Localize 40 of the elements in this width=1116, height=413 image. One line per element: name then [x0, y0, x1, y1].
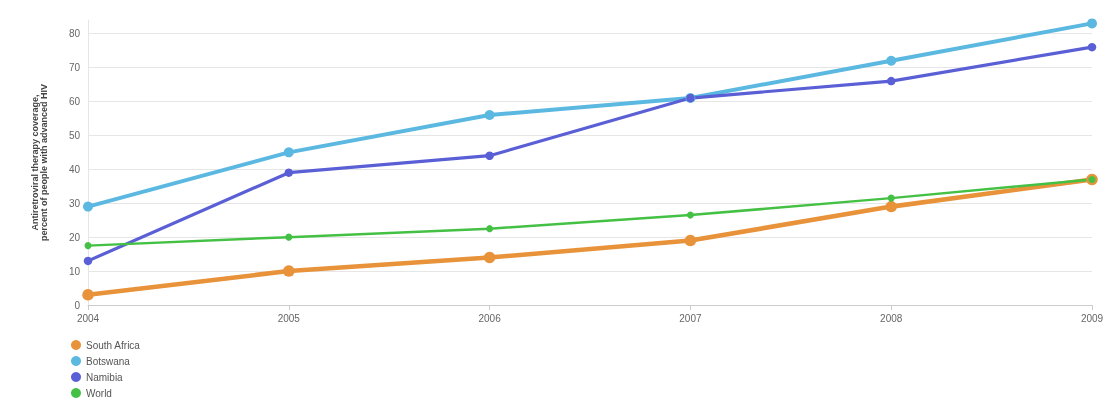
point: [284, 168, 294, 177]
y-tick-label: 70: [68, 62, 81, 73]
point: [283, 147, 294, 158]
point: [283, 265, 295, 277]
x-tick-label: 2009: [1080, 312, 1104, 324]
point: [83, 201, 93, 212]
y-tick-label: 10: [68, 265, 81, 277]
point: [1087, 18, 1097, 29]
x-tick-label: 2006: [478, 312, 502, 324]
point: [486, 225, 494, 233]
y-tick-label: 20: [68, 231, 81, 243]
point: [484, 110, 495, 120]
legend-label: Namibia: [86, 371, 124, 383]
x-tick-label: 2008: [880, 312, 903, 324]
point: [886, 55, 897, 66]
y-tick-label: 40: [68, 163, 81, 175]
x-tick-label: 2004: [76, 312, 100, 324]
point: [285, 233, 293, 241]
y-tick-label: 60: [68, 95, 81, 107]
legend-label: South Africa: [86, 339, 141, 351]
legend-label: World: [86, 387, 112, 399]
x-tick-label: 2005: [277, 312, 301, 324]
point: [887, 194, 895, 202]
x-tick-label: 2007: [679, 312, 702, 324]
point: [1087, 42, 1097, 52]
point: [686, 211, 694, 219]
point: [886, 76, 896, 86]
point: [485, 151, 494, 160]
y-tick-label: 80: [68, 28, 81, 40]
y-tick-label: 50: [68, 129, 81, 141]
y-axis-title: Antiretroviral therapy coverage, percent of people with advanced HIV: [29, 83, 49, 242]
point: [84, 242, 92, 250]
point: [885, 200, 897, 213]
point: [483, 251, 496, 264]
point: [684, 234, 697, 247]
point: [83, 256, 93, 266]
y-tick-label: 0: [74, 299, 81, 311]
legend-label: Botswana: [86, 355, 131, 367]
y-tick-label: 30: [68, 197, 81, 209]
point: [82, 289, 94, 301]
